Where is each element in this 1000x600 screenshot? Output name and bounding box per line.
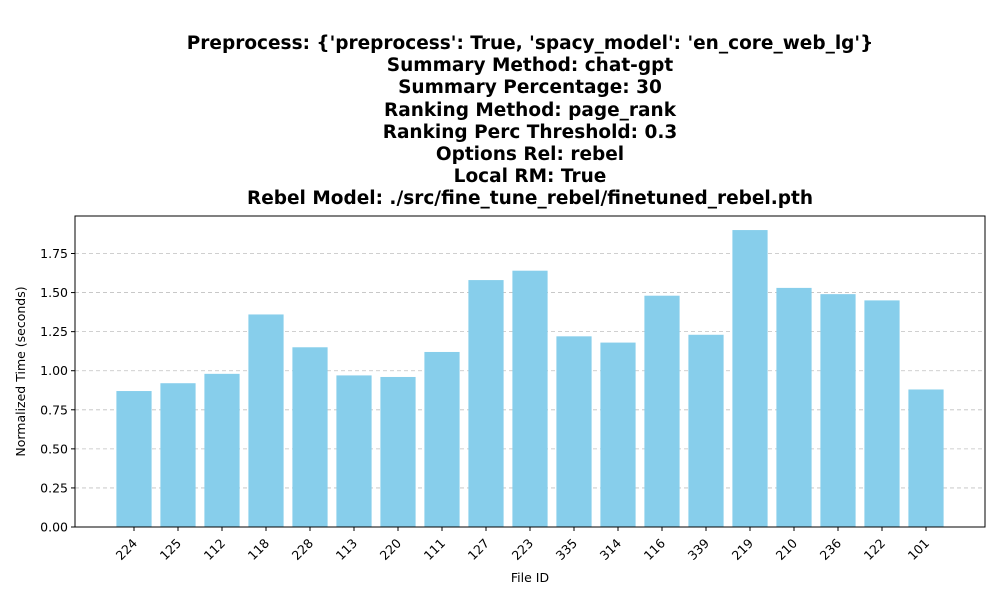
y-tick-label: 1.75 <box>40 246 68 261</box>
x-tick-label: 122 <box>861 536 888 563</box>
x-tick-label: 111 <box>421 536 448 563</box>
x-tick-label: 228 <box>289 535 317 563</box>
y-tick-label: 1.00 <box>40 363 68 378</box>
bar <box>468 280 504 527</box>
bar <box>908 389 944 527</box>
title-line-summary-method: Summary Method: chat-gpt <box>386 55 674 77</box>
bar <box>116 391 152 527</box>
x-axis-label: File ID <box>511 570 549 585</box>
x-tick-label: 335 <box>553 536 580 563</box>
y-tick-label: 1.50 <box>40 285 68 300</box>
title-line-summary-percentage: Summary Percentage: 30 <box>398 77 662 99</box>
bar <box>556 336 592 527</box>
x-tick-label: 223 <box>509 536 536 563</box>
x-tick-label: 127 <box>465 536 492 563</box>
y-axis-ticks: 0.00 0.25 0.50 0.75 1.00 1.25 1.50 1.75 <box>40 246 75 535</box>
x-tick-label: 116 <box>641 535 669 563</box>
y-tick-label: 1.25 <box>40 324 68 339</box>
title-line-local-rm: Local RM: True <box>453 166 607 188</box>
bar <box>732 230 768 528</box>
x-tick-label: 314 <box>597 535 625 563</box>
bar <box>380 376 416 527</box>
x-tick-label: 339 <box>685 535 713 563</box>
x-axis-ticks: 224 125 112 118 228 113 220 111 127 223 335 314 116 3… <box>113 527 932 563</box>
title-line-ranking-threshold: Ranking Perc Threshold: 0.3 <box>382 121 678 143</box>
bar <box>424 351 460 527</box>
y-axis-label: Normalized Time (seconds) <box>13 286 28 456</box>
bar <box>292 347 328 527</box>
x-tick-label: 210 <box>773 535 801 563</box>
bar <box>864 300 900 527</box>
bar <box>336 375 372 527</box>
y-tick-label: 0.50 <box>40 441 68 456</box>
y-tick-label: 0.00 <box>40 520 68 535</box>
bars <box>116 230 944 528</box>
chart-title: Preprocess: {'preprocess': True, 'spacy_… <box>75 33 985 211</box>
y-tick-label: 0.25 <box>40 480 68 495</box>
title-line-preprocess: Preprocess: {'preprocess': True, 'spacy_… <box>186 33 874 54</box>
bar <box>204 373 240 527</box>
y-tick-label: 0.75 <box>40 402 68 417</box>
title-line-rebel-model: Rebel Model: ./src/fine_tune_rebel/finet… <box>246 188 814 210</box>
x-tick-label: 118 <box>245 535 273 563</box>
bar <box>248 314 284 527</box>
bar <box>644 295 680 527</box>
bar <box>688 334 724 527</box>
bar <box>600 342 636 527</box>
bar <box>820 294 856 527</box>
x-tick-label: 125 <box>157 536 184 563</box>
bar <box>512 270 548 527</box>
x-tick-label: 101 <box>905 536 932 563</box>
x-tick-label: 224 <box>113 535 141 563</box>
x-tick-label: 112 <box>201 536 228 563</box>
x-tick-label: 113 <box>333 536 360 563</box>
title-line-ranking-method: Ranking Method: page_rank <box>383 99 676 121</box>
x-tick-label: 220 <box>377 535 405 563</box>
bar <box>776 287 812 527</box>
x-tick-label: 236 <box>817 535 845 563</box>
x-tick-label: 219 <box>729 535 757 563</box>
title-line-options-rel: Options Rel: rebel <box>435 144 625 166</box>
bar <box>160 383 196 527</box>
